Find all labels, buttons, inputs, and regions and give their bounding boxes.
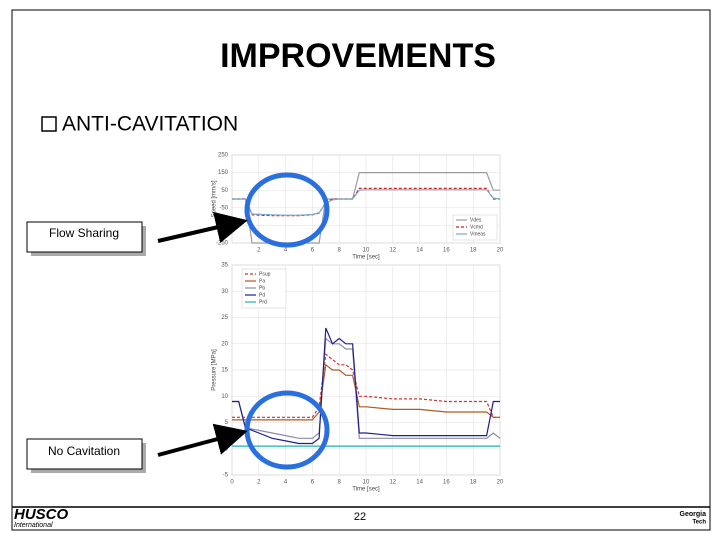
x-tick-label: 10 (363, 248, 370, 254)
x-axis-label: Time [sec] (352, 487, 380, 493)
y-tick-label: 35 (221, 263, 228, 269)
x-tick-label: 16 (443, 480, 450, 486)
logo-right-sub: Tech (692, 520, 706, 526)
y-tick-label: 0 (225, 446, 229, 452)
x-tick-label: 0 (230, 480, 234, 486)
x-tick-label: 10 (363, 480, 370, 486)
page-number: 22 (354, 511, 366, 523)
slide-border (11, 9, 711, 531)
x-tick-label: 6 (311, 480, 315, 486)
series-line (232, 189, 501, 216)
legend-label: Vdes (470, 217, 482, 223)
logo-left: HUSCO (14, 506, 69, 523)
y-axis-label: Speed [mm/s] (212, 180, 218, 217)
legend-box (452, 214, 498, 241)
y-tick-label: 50 (221, 188, 228, 194)
x-tick-label: 6 (311, 248, 315, 254)
series-line (232, 353, 500, 418)
y-tick-label: 150 (218, 170, 229, 176)
x-tick-label: 8 (338, 480, 342, 486)
x-axis-label: Time [sec] (352, 255, 380, 261)
series-line (232, 327, 500, 445)
arrow (157, 423, 248, 457)
y-tick-label: 15 (221, 368, 228, 374)
x-tick-label: 12 (389, 480, 396, 486)
callout-text: Flow Sharing (49, 226, 119, 240)
x-tick-label: 20 (497, 480, 504, 486)
legend-label: Pa (259, 278, 265, 284)
logo-left-sub: International (14, 522, 53, 529)
legend-label: Pd (259, 292, 265, 298)
legend-label: Psup (259, 271, 271, 277)
callout-text: No Cavitation (48, 444, 120, 458)
y-tick-label: 5 (225, 420, 229, 426)
legend-label: Vmeas (470, 231, 486, 237)
y-tick-label: -250 (216, 241, 229, 247)
callout-box (26, 438, 143, 470)
highlight-circle (244, 172, 330, 248)
callout-box (26, 221, 143, 253)
x-tick-label: 2 (257, 480, 261, 486)
x-tick-label: 2 (257, 248, 261, 254)
x-tick-label: 18 (470, 248, 477, 254)
x-tick-label: 16 (443, 248, 450, 254)
legend-label: Vcmd (470, 224, 483, 230)
y-tick-label: 20 (221, 341, 228, 347)
logo-right: Georgia (680, 511, 707, 518)
y-tick-label: 30 (221, 289, 228, 295)
x-tick-label: 14 (416, 480, 423, 486)
charts: -250-150-50501502502468101214161820Time … (212, 153, 504, 493)
x-tick-label: 4 (284, 480, 288, 486)
x-tick-label: 8 (338, 248, 342, 254)
y-tick-label: -5 (223, 473, 229, 479)
y-tick-label: 10 (221, 394, 228, 400)
x-tick-label: 14 (416, 248, 423, 254)
x-tick-label: 4 (284, 248, 288, 254)
x-tick-label: 20 (497, 248, 504, 254)
x-tick-label: 18 (470, 480, 477, 486)
arrow (157, 211, 248, 244)
series-line (232, 187, 500, 217)
legend-label: Pb (259, 285, 265, 291)
y-tick-label: -50 (219, 205, 228, 211)
bullet-box (41, 116, 57, 132)
series-line (232, 337, 501, 439)
y-tick-label: 250 (218, 153, 229, 159)
series-line (232, 363, 500, 421)
x-tick-label: 12 (389, 248, 396, 254)
legend-label: Prd (259, 299, 267, 305)
title: IMPROVEMENTS (220, 37, 496, 75)
y-axis-label: Pressure [MPa] (212, 349, 218, 391)
bullet-text: ANTI-CAVITATION (62, 113, 238, 136)
y-tick-label: 25 (221, 315, 228, 321)
